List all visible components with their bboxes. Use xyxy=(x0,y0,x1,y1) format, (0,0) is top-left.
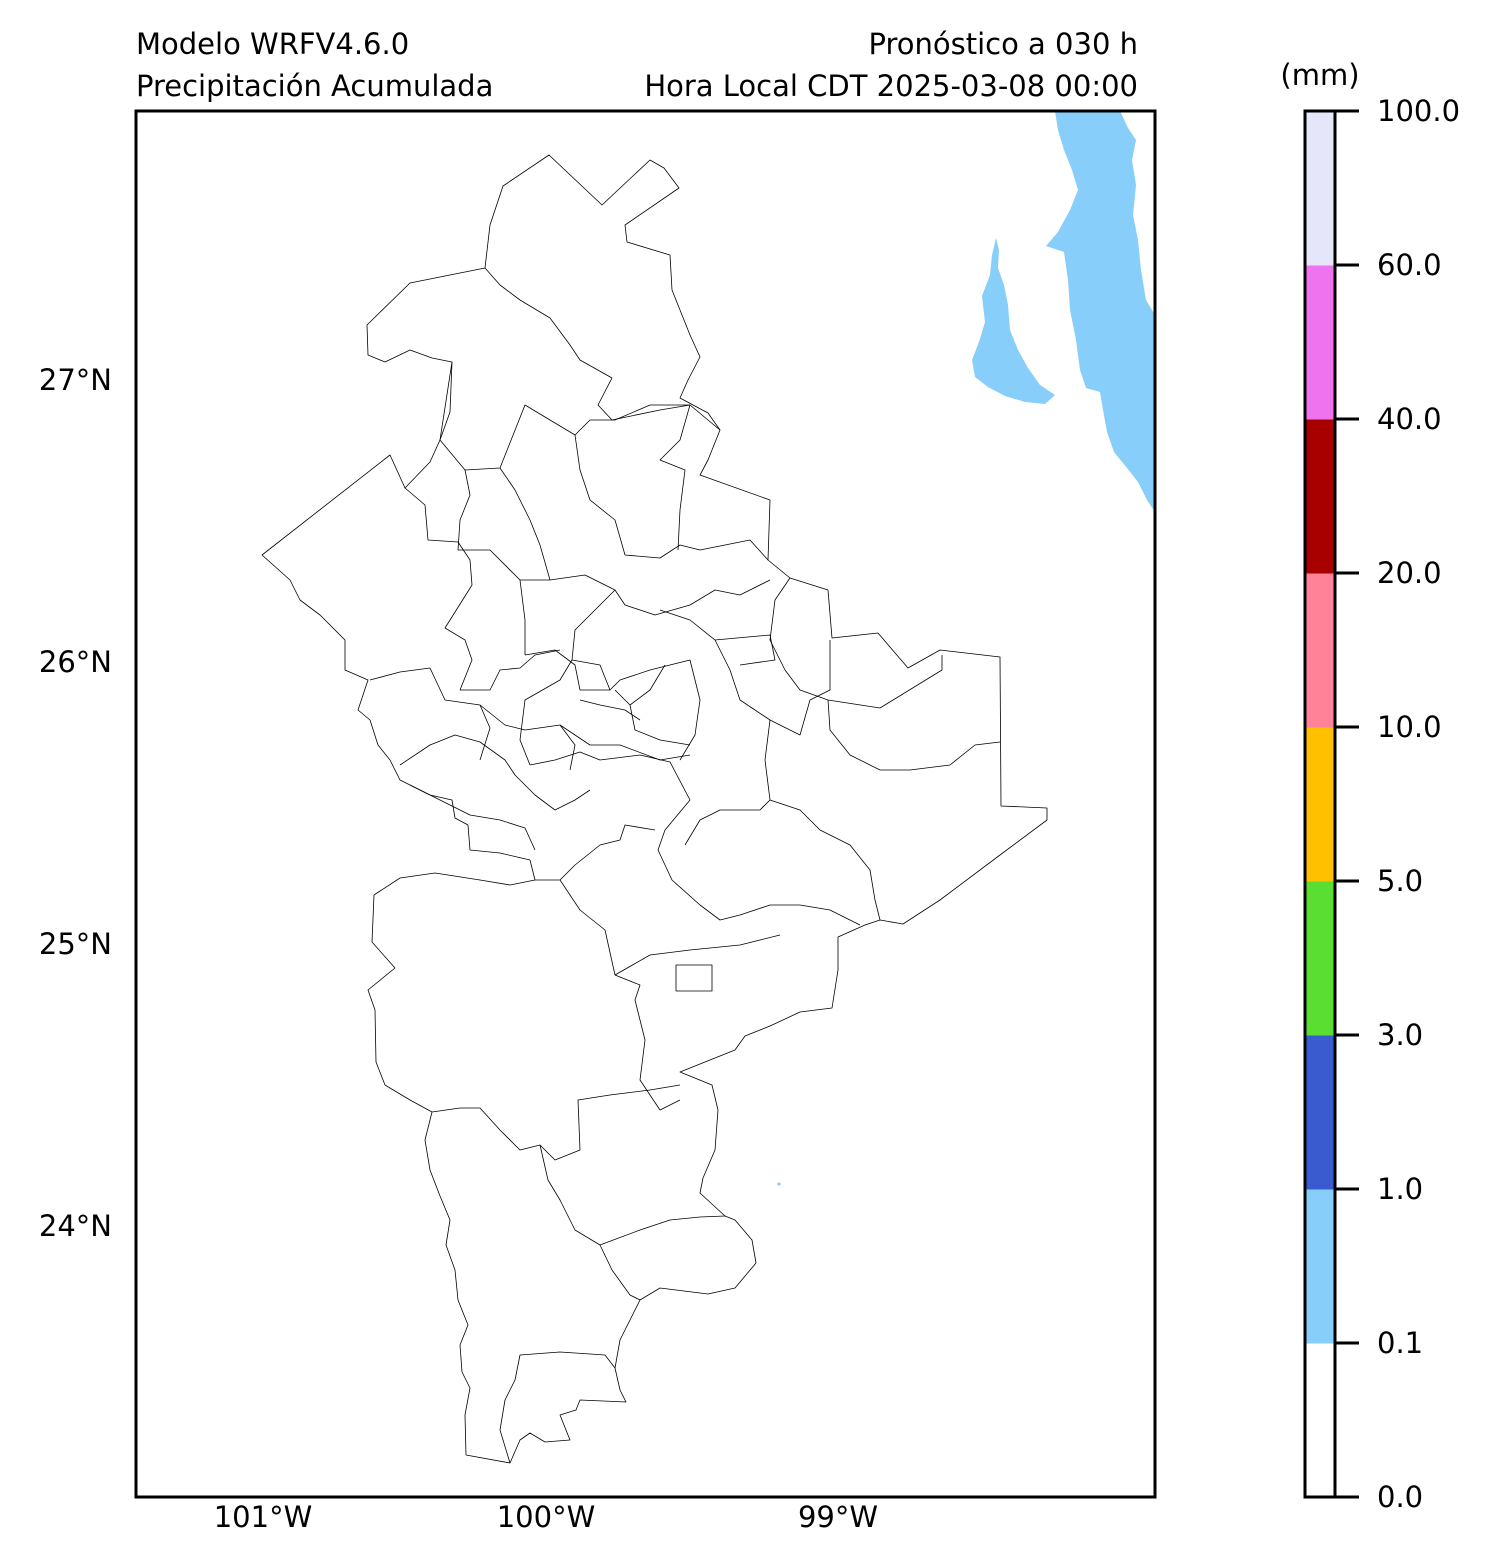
precip-area-lagoon xyxy=(972,238,1055,404)
colorbar-level-label: 1.0 xyxy=(1377,1172,1423,1206)
colorbar-level-label: 40.0 xyxy=(1377,402,1442,436)
colorbar-level-label: 100.0 xyxy=(1377,94,1460,128)
colorbar-frame xyxy=(1303,109,1337,1499)
colorbar-segment xyxy=(1305,1035,1335,1190)
colorbar-level-label: 3.0 xyxy=(1377,1018,1423,1052)
map-frame xyxy=(134,109,1157,1499)
lat-label: 25°N xyxy=(39,927,112,961)
precipitation-areas xyxy=(777,111,1155,1186)
model-title: Modelo WRFV4.6.0 xyxy=(136,27,410,61)
colorbar: (mm) 0.0 0.1 1.0 3.0 5.0 10.0 20.0 40.0 60.0 100.… xyxy=(1280,58,1460,1514)
colorbar-segments xyxy=(1305,111,1335,1498)
lat-label: 24°N xyxy=(39,1209,112,1243)
forecast-title: Pronóstico a 030 h xyxy=(868,27,1138,61)
lon-label: 100°W xyxy=(497,1500,596,1534)
lon-label: 101°W xyxy=(214,1500,313,1534)
colorbar-level-label: 0.0 xyxy=(1377,1480,1423,1514)
valid-time-title: Hora Local CDT 2025-03-08 00:00 xyxy=(644,69,1138,103)
colorbar-level-label: 0.1 xyxy=(1377,1326,1423,1360)
lat-label: 26°N xyxy=(39,645,112,679)
precip-area-east xyxy=(1046,111,1155,512)
colorbar-level-label: 5.0 xyxy=(1377,864,1423,898)
longitude-labels: 101°W 100°W 99°W xyxy=(214,1500,878,1534)
lat-label: 27°N xyxy=(39,363,112,397)
colorbar-segment xyxy=(1305,1343,1335,1498)
colorbar-segment xyxy=(1305,111,1335,266)
colorbar-segment xyxy=(1305,727,1335,882)
colorbar-unit: (mm) xyxy=(1280,58,1359,92)
colorbar-segment xyxy=(1305,1189,1335,1344)
lon-label: 99°W xyxy=(798,1500,878,1534)
colorbar-level-label: 10.0 xyxy=(1377,710,1442,744)
variable-title: Precipitación Acumulada xyxy=(136,69,494,103)
precip-speck xyxy=(777,1182,781,1186)
colorbar-segment xyxy=(1305,573,1335,728)
colorbar-segment xyxy=(1305,419,1335,574)
colorbar-segment xyxy=(1305,881,1335,1036)
state-outline xyxy=(261,154,1048,1464)
colorbar-segment xyxy=(1305,265,1335,420)
latitude-labels: 27°N 26°N 25°N 24°N xyxy=(39,363,112,1243)
colorbar-level-label: 60.0 xyxy=(1377,248,1442,282)
municipal-boundaries xyxy=(261,154,1048,1464)
colorbar-ticks: 0.0 0.1 1.0 3.0 5.0 10.0 20.0 40.0 60.0 100.0 xyxy=(1335,94,1460,1514)
map-panel xyxy=(134,109,1157,1499)
colorbar-level-label: 20.0 xyxy=(1377,556,1442,590)
